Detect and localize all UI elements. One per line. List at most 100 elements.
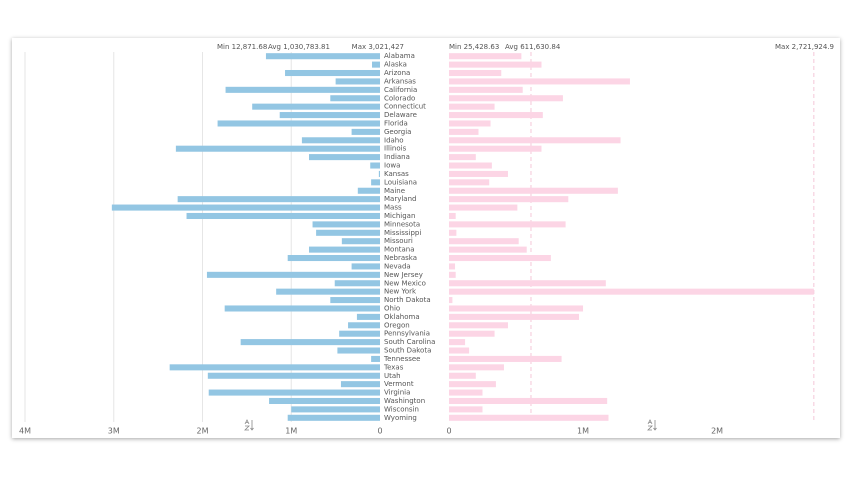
bar-left [341,238,380,245]
bar-right [449,162,492,169]
category-label: Wyoming [384,414,417,422]
category-label: Arizona [384,69,410,77]
bar-left [207,372,380,379]
category-label: Georgia [384,128,411,136]
category-label: Washington [384,397,425,405]
bar-right [449,179,490,186]
category-label: Kansas [384,170,409,178]
bar-left [177,196,380,203]
category-label: Iowa [384,162,400,170]
bar-left [287,254,380,262]
x-tick-label: 0 [377,427,382,436]
category-label: Montana [384,246,415,254]
category-label: Ohio [384,304,400,312]
bar-right [449,330,495,337]
bar-right [449,389,483,396]
bar-left [371,179,380,186]
bar-left [269,397,380,405]
bar-right [449,86,523,93]
bar-left [356,313,380,320]
x-tick-label: 4M [19,427,31,436]
bar-left [351,263,380,270]
category-label: New York [384,288,417,296]
bar-right [449,196,569,203]
bar-left [265,53,380,60]
stat-label: Avg 1,030,783.81 [268,43,330,51]
bar-right [449,154,476,161]
bar-right [449,212,456,220]
bar-right [449,263,456,270]
bar-right [449,254,551,262]
category-label: Nevada [384,262,411,270]
bar-left [111,204,380,211]
x-tick-label: 2M [197,427,209,436]
bar-right [449,204,518,211]
stat-label: Max 3,021,427 [352,43,404,51]
bar-right [449,364,504,371]
bar-left [279,112,380,119]
bar-left [339,330,380,337]
category-label: Connecticut [384,103,426,111]
category-label: Florida [384,119,408,127]
chart-card: 4M 3M 2M 1M 0 0 1M 2M Alabama Alaska Arizona Arkans… [12,38,840,438]
category-label: Illinois [384,145,407,153]
bar-right [449,297,453,304]
category-label: New Jersey [384,271,423,279]
bar-left [312,221,380,228]
category-label: Mass [384,204,402,212]
category-label: Alaska [384,61,407,69]
bar-left [240,339,380,346]
bar-right [449,128,479,135]
bar-left [175,145,380,152]
bar-right [449,406,483,413]
category-label: Virginia [384,389,410,397]
bar-right [449,78,630,85]
category-label: Arkansas [384,77,416,85]
bar-right [449,229,457,236]
sort-icon-left[interactable] [244,419,254,431]
bar-left [337,347,380,354]
bar-right [449,170,508,177]
bar-left [301,137,380,144]
category-label: Wisconsin [384,405,419,413]
bar-right [449,145,542,152]
bar-left [335,78,380,85]
bar-left [309,154,380,161]
category-label: Nebraska [384,254,417,262]
bar-left [169,364,380,371]
category-label: Oregon [384,321,410,329]
bar-right [449,339,466,346]
bar-left [309,246,380,253]
bar-right [449,313,580,320]
bar-right [449,69,502,77]
bar-right [449,246,527,253]
category-label: Tennessee [383,355,420,363]
category-label: California [384,86,417,94]
bar-right [449,280,606,287]
category-label: New Mexico [384,279,426,287]
x-tick-label: 3M [108,427,120,436]
x2-tick-label: 0 [446,427,451,436]
bar-right [449,103,495,110]
bar-left [287,414,380,421]
bar-right [449,112,543,119]
category-label: South Carolina [384,338,435,346]
bar-left [316,229,380,236]
x2-tick-label: 1M [577,427,589,436]
bar-right [449,95,563,102]
bar-right [449,238,519,245]
stat-label: Avg 611,630.84 [505,43,561,51]
category-label: Maryland [384,195,416,203]
sort-icon-right[interactable] [647,419,657,431]
bar-left [225,86,380,93]
bar-left [206,271,380,278]
bar-right [449,61,542,68]
bar-right [449,288,814,295]
bar-left [370,162,380,169]
bar-right [449,187,618,194]
bar-left [217,120,380,127]
bar-left [334,280,380,287]
bar-left [291,406,380,413]
bar-left [252,103,380,110]
